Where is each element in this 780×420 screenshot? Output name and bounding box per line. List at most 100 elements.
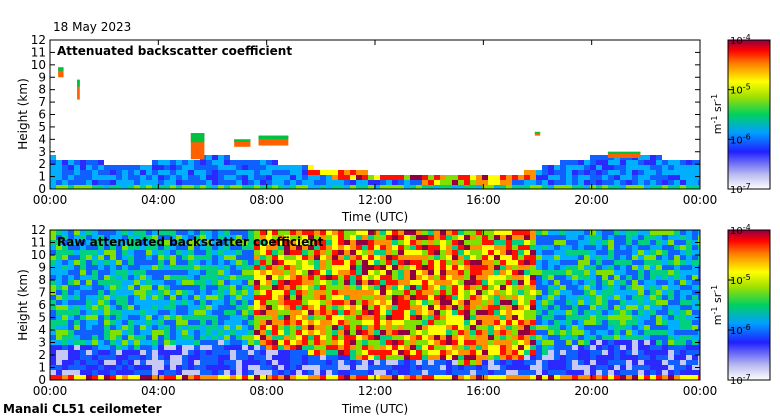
heat-cell [368, 295, 374, 300]
heat-cell [110, 335, 116, 340]
heat-cell [62, 355, 68, 360]
heat-cell [566, 180, 572, 185]
heat-cell [362, 360, 368, 365]
heat-cell [632, 340, 638, 345]
heat-cell [260, 370, 266, 375]
heat-cell [128, 355, 134, 360]
heat-cell [188, 275, 194, 280]
heat-cell [62, 160, 68, 165]
heat-cell [110, 250, 116, 255]
heat-cell [122, 350, 128, 355]
heat-cell [68, 165, 74, 170]
heat-cell [518, 375, 524, 380]
heat-cell [212, 330, 218, 335]
heat-cell [80, 340, 86, 345]
heat-cell [596, 305, 602, 310]
heat-cell [98, 160, 104, 165]
heat-cell [386, 180, 392, 185]
heat-cell [182, 185, 188, 189]
heat-cell [146, 350, 152, 355]
heat-cell [314, 280, 320, 285]
heat-cell [392, 350, 398, 355]
heat-cell [488, 300, 494, 305]
heat-cell [116, 245, 122, 250]
heat-cell [104, 290, 110, 295]
heat-cell [500, 280, 506, 285]
heat-cell [494, 325, 500, 330]
heat-cell [128, 290, 134, 295]
heat-cell [314, 360, 320, 365]
heat-cell [590, 315, 596, 320]
heat-cell [374, 260, 380, 265]
heat-cell [152, 170, 158, 175]
heat-cell [200, 250, 206, 255]
heat-cell [338, 235, 344, 240]
heat-cell [146, 325, 152, 330]
heat-cell [416, 285, 422, 290]
heat-cell [458, 255, 464, 260]
heat-cell [530, 310, 536, 315]
heat-cell [452, 240, 458, 245]
heat-cell [134, 280, 140, 285]
heat-cell [554, 330, 560, 335]
cloud-feature-edge [77, 79, 80, 87]
heat-cell [494, 345, 500, 350]
heat-cell [338, 230, 344, 235]
heat-cell [188, 260, 194, 265]
heat-cell [188, 180, 194, 185]
heat-cell [422, 285, 428, 290]
heat-cell [410, 320, 416, 325]
heat-cell [512, 275, 518, 280]
heat-cell [422, 365, 428, 370]
heat-cell [452, 375, 458, 380]
heat-cell [638, 180, 644, 185]
heat-cell [62, 370, 68, 375]
heat-cell [308, 265, 314, 270]
heat-cell [566, 345, 572, 350]
heat-cell [92, 310, 98, 315]
heat-cell [194, 180, 200, 185]
heat-cell [536, 275, 542, 280]
heat-cell [440, 245, 446, 250]
heat-cell [656, 180, 662, 185]
heat-cell [128, 180, 134, 185]
heat-cell [176, 275, 182, 280]
heat-cell [170, 345, 176, 350]
heat-cell [140, 265, 146, 270]
heat-cell [434, 240, 440, 245]
heat-cell [50, 295, 56, 300]
heat-cell [260, 355, 266, 360]
heat-cell [140, 300, 146, 305]
heat-cell [164, 360, 170, 365]
heat-cell [98, 260, 104, 265]
heat-cell [440, 325, 446, 330]
heat-cell [560, 335, 566, 340]
heat-cell [350, 170, 356, 175]
heat-cell [62, 175, 68, 180]
heat-cell [464, 265, 470, 270]
heat-cell [350, 250, 356, 255]
heat-cell [362, 230, 368, 235]
heat-cell [404, 340, 410, 345]
heat-cell [56, 370, 62, 375]
heat-cell [80, 160, 86, 165]
heat-cell [680, 305, 686, 310]
heat-cell [236, 185, 242, 189]
heat-cell [602, 270, 608, 275]
heat-cell [200, 230, 206, 235]
heat-cell [650, 345, 656, 350]
heat-cell [68, 335, 74, 340]
heat-cell [476, 325, 482, 330]
heat-cell [662, 315, 668, 320]
heat-cell [68, 170, 74, 175]
heat-cell [236, 265, 242, 270]
heat-cell [260, 375, 266, 380]
heat-cell [56, 285, 62, 290]
heat-cell [158, 370, 164, 375]
heat-cell [686, 230, 692, 235]
heat-cell [518, 300, 524, 305]
heat-cell [86, 185, 92, 189]
heat-cell [86, 245, 92, 250]
heat-cell [692, 330, 698, 335]
heat-cell [92, 340, 98, 345]
